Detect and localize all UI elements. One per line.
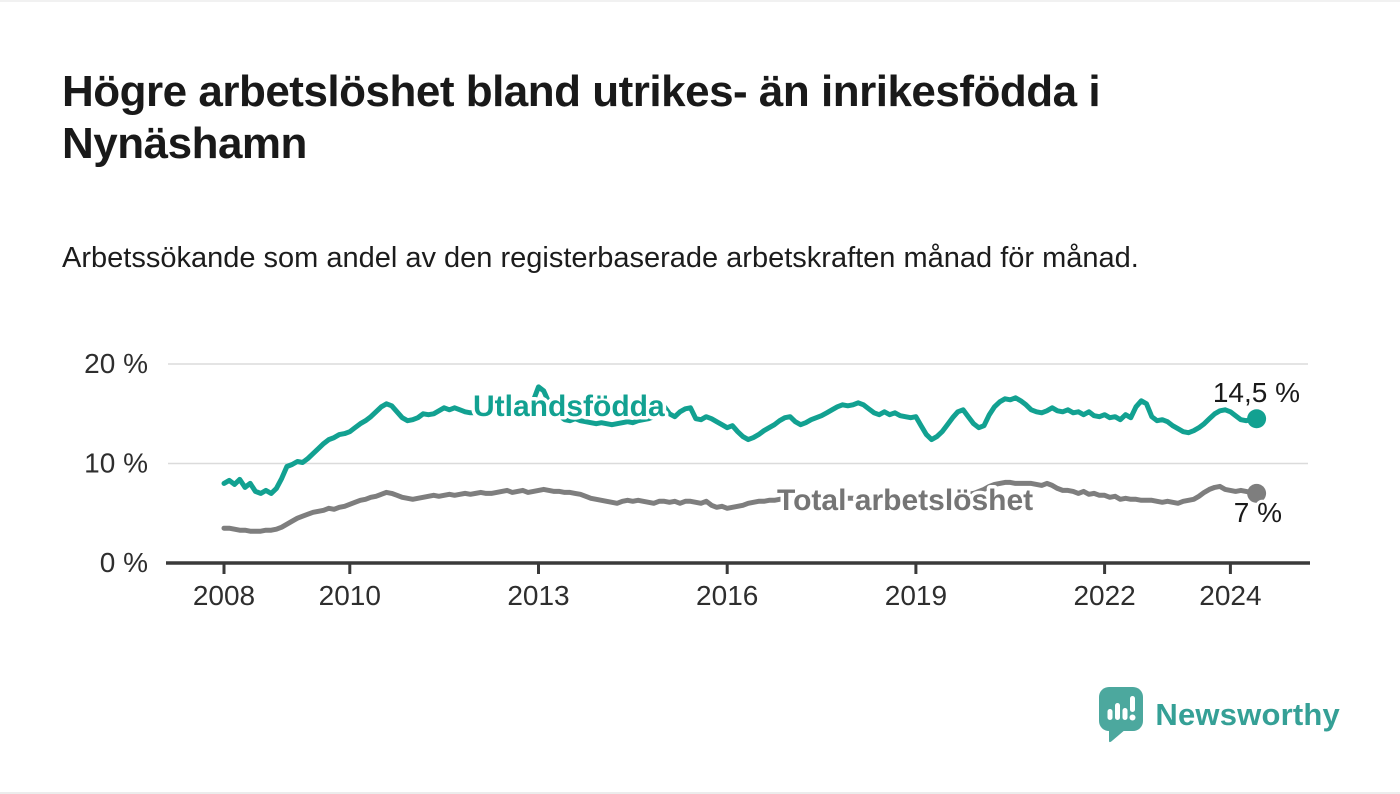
y-tick-label-10: 10 % — [84, 448, 148, 479]
x-tick-label-2013: 2013 — [507, 580, 569, 611]
series-label-total: Total arbetslöshet — [777, 484, 1033, 517]
y-tick-label-0: 0 % — [100, 547, 148, 578]
newsworthy-speech-bubble-bar-chart-icon — [1099, 687, 1144, 743]
chart-title: Högre arbetslöshet bland utrikes- än inr… — [62, 67, 1101, 168]
series-end-annotation-total: 7 % — [1234, 497, 1282, 528]
x-tick-label-2019: 2019 — [885, 580, 947, 611]
series-line-total — [221, 479, 1260, 534]
series-line-utlandsfodda — [221, 384, 1260, 496]
x-tick-label-2022: 2022 — [1073, 580, 1135, 611]
newsworthy-logo-text: Newsworthy — [1155, 697, 1340, 732]
y-tick-label-20: 20 % — [84, 348, 148, 379]
x-tick-label-2010: 2010 — [319, 580, 381, 611]
series-end-annotation-utlandsfodda: 14,5 % — [1213, 377, 1300, 408]
x-tick-label-2016: 2016 — [696, 580, 758, 611]
x-tick-label-2024: 2024 — [1199, 580, 1261, 611]
x-tick-label-2008: 2008 — [193, 580, 255, 611]
series-end-dot-utlandsfodda — [1247, 409, 1267, 429]
series-label-utlandsfodda: Utlandsfödda — [473, 390, 665, 423]
chart-subtitle: Arbetssökande som andel av den registerb… — [62, 242, 1139, 274]
series-end-dot-total — [1247, 483, 1267, 503]
newsworthy-logo: Newsworthy — [1098, 686, 1340, 744]
